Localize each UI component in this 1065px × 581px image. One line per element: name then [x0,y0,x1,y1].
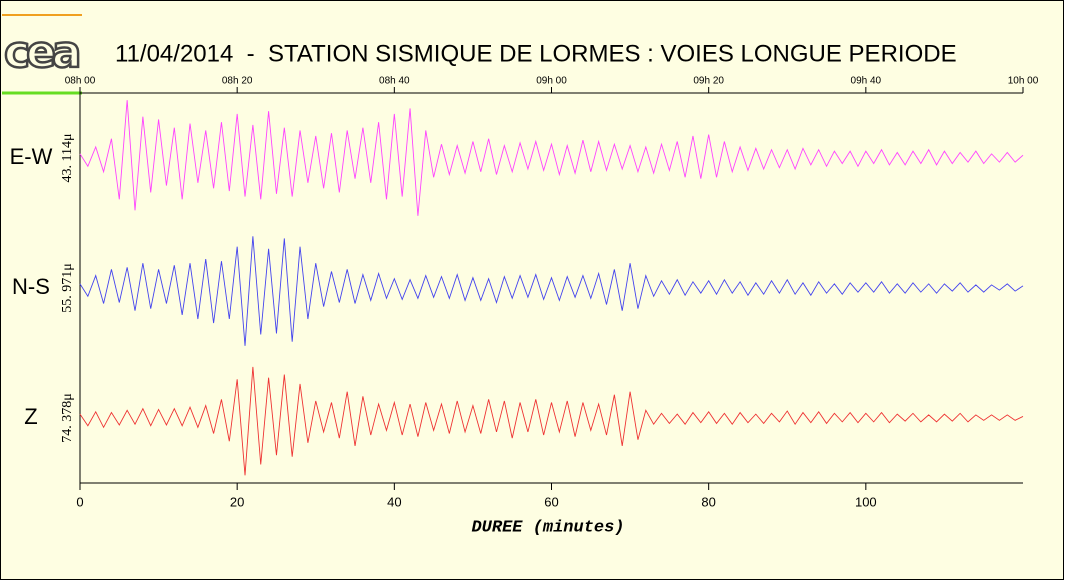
channel-label: N-S [12,274,50,299]
scale-label: 55. 971μ [60,263,75,313]
x-tick-label: 80 [701,494,715,509]
trace [79,100,1024,216]
top-tick-label: 08h 20 [222,76,253,87]
top-tick-label: 10h 00 [1008,76,1039,87]
trace [79,366,1024,476]
logo: cea [4,27,79,78]
chart-title: 11/04/2014 - STATION SISMIQUE DE LORMES … [115,40,957,67]
x-tick-label: 0 [76,494,83,509]
x-tick-label: 60 [544,494,558,509]
channel-label: Z [24,404,37,429]
scale-label: 43. 114μ [60,134,75,183]
scale-label: 74. 378μ [60,393,75,443]
top-tick-label: 09h 20 [693,76,724,87]
x-tick-label: 40 [387,494,401,509]
x-tick-label: 100 [855,494,877,509]
x-tick-label: 20 [230,494,244,509]
trace [79,236,1024,346]
channel-label: E-W [10,144,53,169]
top-tick-label: 08h 00 [65,76,96,87]
top-tick-label: 09h 40 [851,76,882,87]
top-tick-label: 09h 00 [536,76,567,87]
top-tick-label: 08h 40 [379,76,410,87]
x-axis-label: DUREE (minutes) [471,518,624,537]
